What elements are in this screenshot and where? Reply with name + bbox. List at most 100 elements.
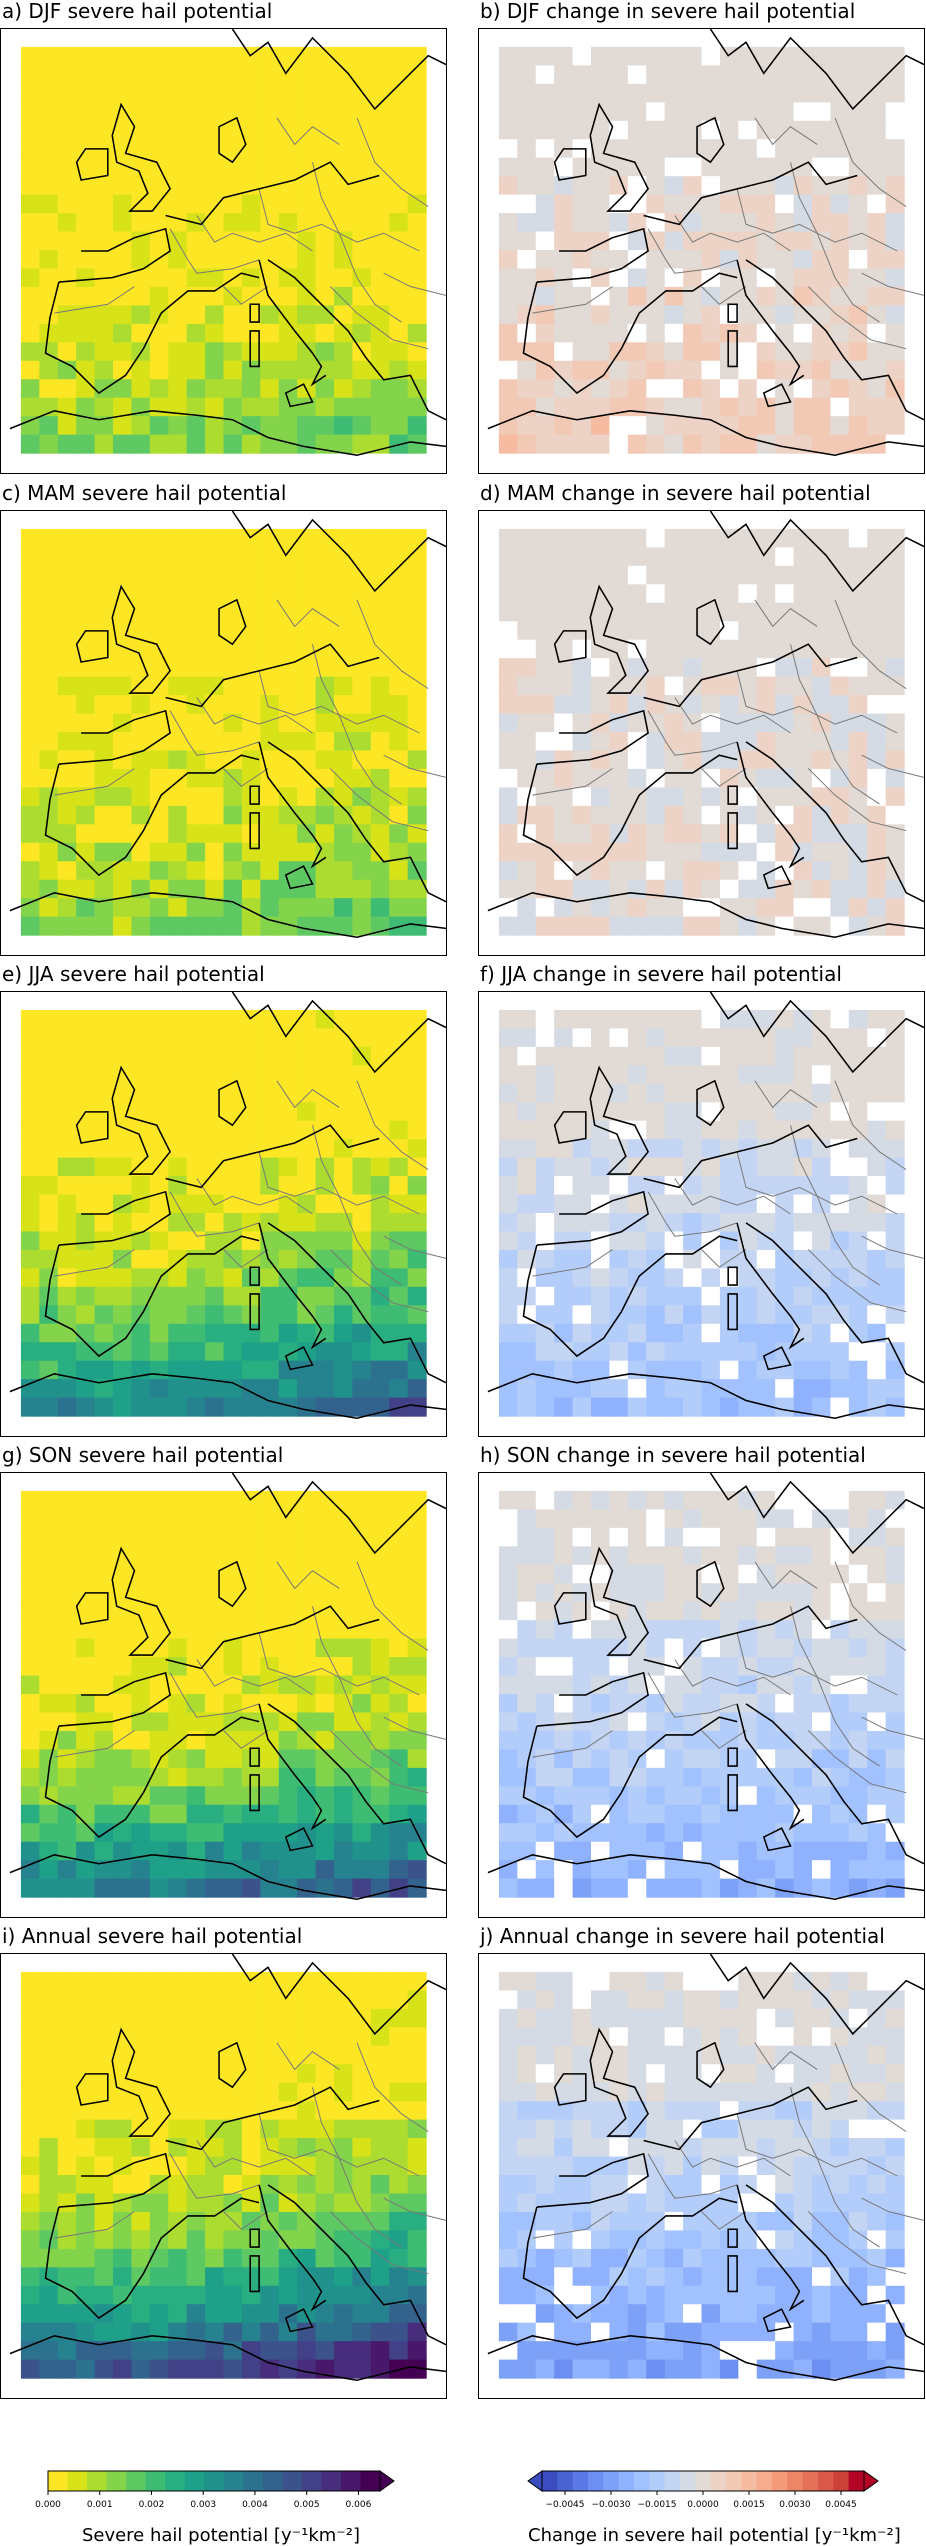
panel-title-a: a) DJF severe hail potential (2, 0, 273, 23)
colorbar-swatch (282, 2471, 303, 2491)
colorbar-tick-label: −0.0015 (637, 2500, 676, 2510)
colorbar-swatch (787, 2471, 804, 2491)
map-svg-c (9, 511, 446, 939)
map-panel-h (478, 1472, 925, 1918)
coastline-layer-d (487, 511, 924, 939)
map-svg-b (487, 29, 924, 457)
colorbar-change-label: Change in severe hail potential [y⁻¹km⁻²… (528, 2525, 901, 2546)
coastline-layer-c (9, 511, 446, 939)
colorbar-swatch (145, 2471, 166, 2491)
coastline-layer-i (9, 1954, 446, 2382)
colorbar-tick-label: 0.0045 (825, 2500, 857, 2510)
colorbar-change: −0.0045 −0.0030 −0.0015 0.0000 0.0015 0.0030 0… (527, 2470, 879, 2510)
colorbar-tick-label: 0.000 (35, 2500, 61, 2510)
colorbar-swatch (184, 2471, 205, 2491)
colorbar-swatch (165, 2471, 186, 2491)
map-panel-b (478, 28, 925, 474)
map-panel-d (478, 510, 925, 956)
colorbar-tick-label: 0.0000 (687, 2500, 719, 2510)
colorbar-swatch (603, 2471, 620, 2491)
data-field-i (20, 1971, 427, 2379)
colorbar-swatch (772, 2471, 788, 2491)
colorbar-swatch (340, 2471, 361, 2491)
colorbar-swatch (818, 2471, 834, 2491)
colorbar-swatch (223, 2471, 244, 2491)
colorbar-extend-max (379, 2470, 395, 2492)
colorbar-swatch (634, 2471, 650, 2491)
data-field-e (20, 1009, 427, 1417)
colorbar-swatch (126, 2471, 147, 2491)
map-panel-g (0, 1472, 447, 1918)
data-field-b (498, 46, 905, 454)
colorbar-swatch (301, 2471, 322, 2491)
colorbar-potential-svg: 0.000 0.001 0.002 0.003 0.004 0.005 0.006 (35, 2470, 395, 2510)
colorbar-tick-label: 0.0030 (779, 2500, 811, 2510)
colorbar-swatch (204, 2471, 225, 2491)
map-panel-a (0, 28, 447, 474)
colorbar-tick-label: −0.0030 (591, 2500, 630, 2510)
colorbar-potential-label: Severe hail potential [y⁻¹km⁻²] (81, 2525, 361, 2546)
colorbar-swatch (557, 2471, 574, 2491)
map-panel-c (0, 510, 447, 956)
colorbar-extend-min (527, 2470, 543, 2492)
coastline-layer-g (9, 1473, 446, 1901)
map-svg-d (487, 511, 924, 939)
colorbar-tick-label: 0.0015 (733, 2500, 765, 2510)
panel-title-d: d) MAM change in severe hail potential (480, 481, 871, 505)
data-field-c (20, 528, 427, 936)
data-field-j (498, 1971, 905, 2379)
colorbar-swatch (106, 2471, 127, 2491)
colorbar-swatch (848, 2471, 865, 2491)
panel-title-e: e) JJA severe hail potential (2, 962, 265, 986)
map-panel-e (0, 991, 447, 1437)
colorbar-change-svg: −0.0045 −0.0030 −0.0015 0.0000 0.0015 0.0030 0… (527, 2470, 879, 2510)
coastline-layer-f (487, 992, 924, 1420)
colorbar-tick-label: 0.004 (242, 2500, 268, 2510)
colorbar-tick-label: 0.006 (346, 2500, 372, 2510)
data-field-d (498, 528, 905, 936)
panel-title-h: h) SON change in severe hail potential (480, 1443, 866, 1467)
panel-title-f: f) JJA change in severe hail potential (480, 962, 842, 986)
colorbar-swatch (360, 2471, 381, 2491)
colorbar-swatch (542, 2471, 558, 2491)
colorbar-swatch (802, 2471, 819, 2491)
coastline-layer-a (9, 29, 446, 457)
colorbar-tick-label: 0.005 (294, 2500, 320, 2510)
map-panel-f (478, 991, 925, 1437)
colorbar-tick-label: 0.002 (139, 2500, 165, 2510)
map-panel-j (478, 1953, 925, 2399)
colorbar-swatch (618, 2471, 635, 2491)
map-panel-i (0, 1953, 447, 2399)
colorbar-tick-label: 0.003 (190, 2500, 216, 2510)
panel-title-c: c) MAM severe hail potential (2, 481, 287, 505)
colorbar-swatch (664, 2471, 681, 2491)
colorbar-swatch (243, 2471, 264, 2491)
colorbar-swatch (833, 2471, 850, 2491)
coastline-layer-b (487, 29, 924, 457)
data-field-f (498, 1009, 905, 1417)
data-field-h (498, 1490, 905, 1898)
colorbar-swatch (572, 2471, 589, 2491)
colorbar-swatch (756, 2471, 773, 2491)
map-svg-i (9, 1954, 446, 2382)
colorbar-swatch (649, 2471, 666, 2491)
map-svg-f (487, 992, 924, 1420)
colorbar-swatch (680, 2471, 696, 2491)
map-svg-a (9, 29, 446, 457)
colorbar-swatch (710, 2471, 727, 2491)
coastline-layer-j (487, 1954, 924, 2382)
colorbar-tick-label: −0.0045 (545, 2500, 584, 2510)
panel-title-g: g) SON severe hail potential (2, 1443, 284, 1467)
colorbar-swatch (48, 2471, 69, 2491)
colorbar-swatch (695, 2471, 712, 2491)
coastline-layer-h (487, 1473, 924, 1901)
panel-title-i: i) Annual severe hail potential (2, 1924, 303, 1948)
coastline-layer-e (9, 992, 446, 1420)
map-svg-h (487, 1473, 924, 1901)
colorbar-swatch (741, 2471, 758, 2491)
colorbar-swatch (588, 2471, 604, 2491)
panel-title-j: j) Annual change in severe hail potentia… (480, 1924, 885, 1948)
colorbar-swatch (726, 2471, 742, 2491)
map-svg-e (9, 992, 446, 1420)
colorbar-swatch (67, 2471, 88, 2491)
